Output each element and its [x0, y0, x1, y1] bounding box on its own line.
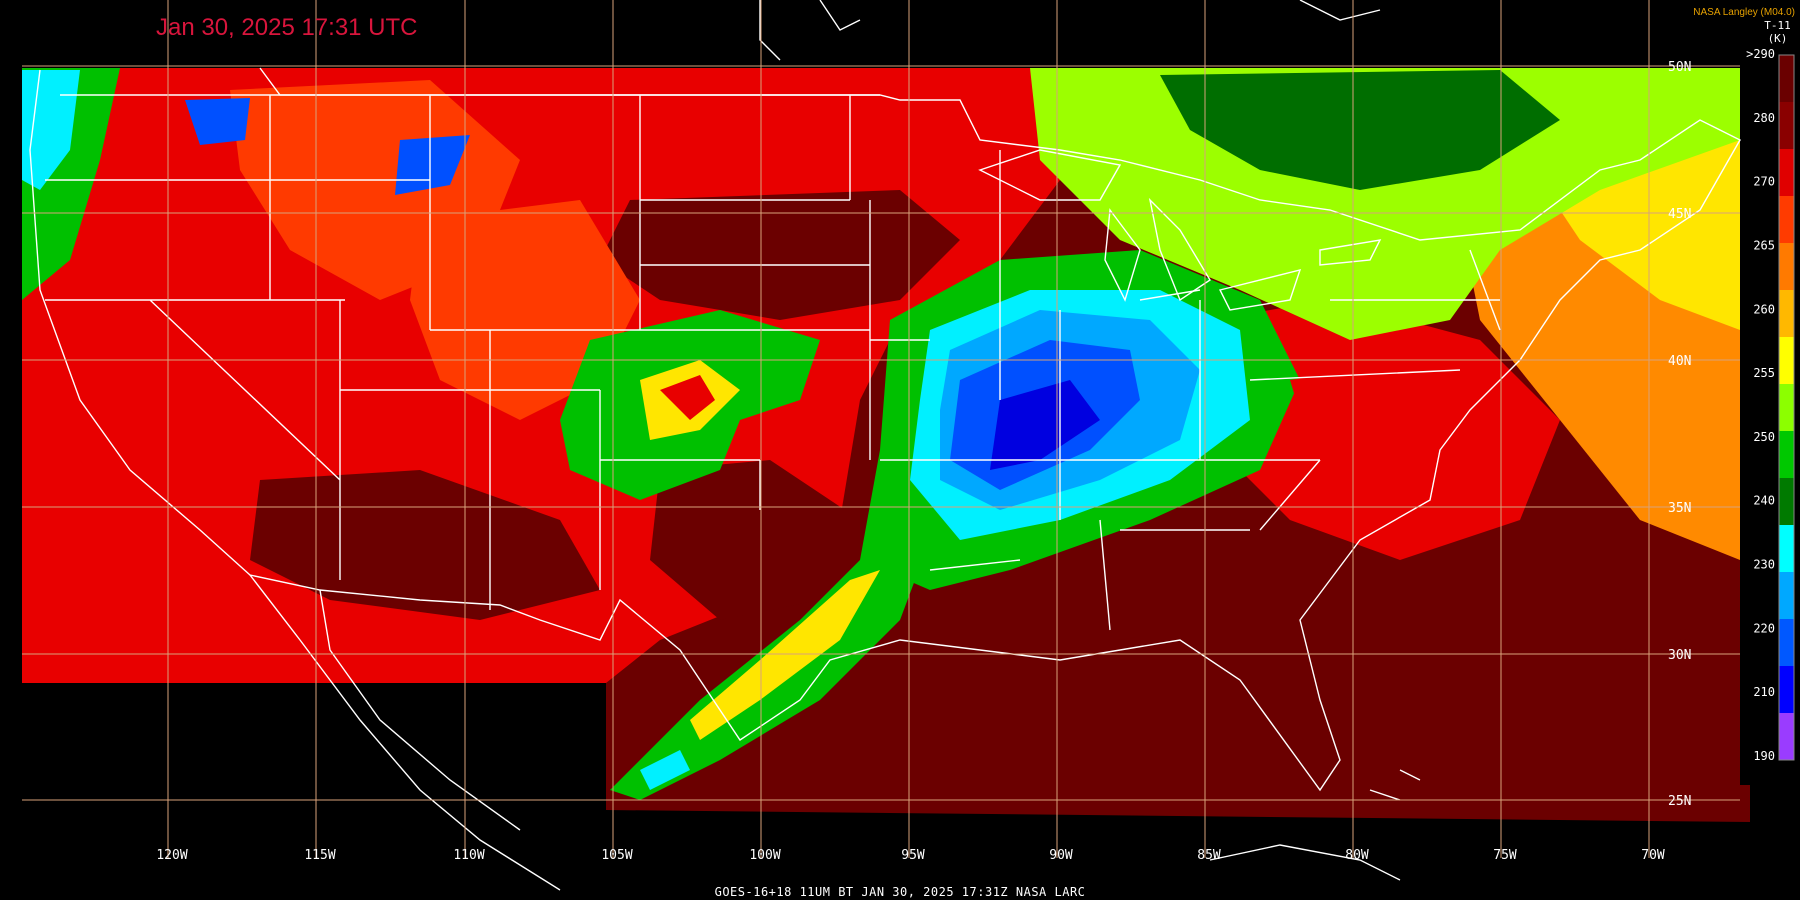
colorbar-tick-label: 260	[1753, 302, 1775, 316]
longitude-label: 100W	[749, 848, 780, 863]
colorbar-title: T-11	[1764, 19, 1791, 32]
colorbar-tick-label: 240	[1753, 494, 1775, 508]
mexico-coast	[249, 574, 561, 891]
colorbar-swatch	[1779, 196, 1794, 244]
longitude-label: 70W	[1641, 848, 1665, 863]
longitude-label: 90W	[1049, 848, 1073, 863]
longitude-labels: 120W 115W 110W 105W 100W 95W 90W 85W 80W 75W 70W	[156, 848, 1665, 863]
political-boundaries	[29, 0, 1741, 891]
lat-lon-grid	[22, 0, 1740, 858]
colorbar-swatch	[1779, 431, 1794, 479]
colorbar-swatch	[1779, 337, 1794, 385]
longitude-label: 80W	[1345, 848, 1369, 863]
canada-islands	[759, 0, 1381, 61]
deep-blue-core-central	[990, 380, 1100, 470]
footer-caption: GOES-16+18 11UM BT JAN 30, 2025 17:31Z N…	[714, 885, 1086, 899]
longitude-label: 95W	[901, 848, 925, 863]
colorbar-tick-label: >290	[1746, 47, 1775, 61]
colorbar-tick-label: 250	[1753, 430, 1775, 444]
timestamp-title: Jan 30, 2025 17:31 UTC	[156, 14, 418, 41]
colorbar-tick-label: 255	[1753, 366, 1775, 380]
longitude-label: 75W	[1493, 848, 1517, 863]
colorbar-swatch	[1779, 572, 1794, 620]
colorbar-swatch	[1779, 290, 1794, 338]
colorbar-tick-label: 270	[1753, 175, 1775, 189]
colorbar-frame	[1778, 54, 1795, 761]
latitude-label: 45N	[1668, 207, 1691, 222]
longitude-label: 105W	[601, 848, 632, 863]
dark-red-texas	[650, 460, 860, 620]
colorbar-tick-label: 230	[1753, 558, 1775, 572]
credit-label: NASA Langley (M04.0)	[1693, 7, 1795, 18]
dark-green-band-northern	[1160, 70, 1560, 190]
colorbar-tick-label: 280	[1753, 111, 1775, 125]
colorbar-tick-label: 220	[1753, 621, 1775, 635]
great-lakes	[978, 149, 1382, 311]
colorbar-swatch	[1779, 149, 1794, 197]
colorbar-swatch	[1779, 384, 1794, 432]
colorbar-tick-labels: >290 280 270 265 260 255 250 240 230 220 210 190	[1746, 47, 1775, 763]
colorbar-swatch	[1779, 102, 1794, 150]
longitude-label: 85W	[1197, 848, 1221, 863]
colorbar-swatch	[1779, 525, 1794, 573]
colorbar-swatch	[1779, 243, 1794, 291]
latitude-label: 40N	[1668, 354, 1691, 369]
colorbar-swatch	[1779, 713, 1794, 761]
longitude-label: 110W	[453, 848, 484, 863]
latitude-labels: 50N 45N 40N 35N 30N 25N	[1668, 60, 1691, 809]
blue-patch-idaho	[185, 98, 250, 145]
cyan-fleck-gulf	[640, 750, 690, 790]
longitude-label: 120W	[156, 848, 187, 863]
us-outline	[29, 67, 1741, 792]
cuba-bahamas	[1209, 769, 1421, 881]
longitude-label: 115W	[304, 848, 335, 863]
colorbar-swatch	[1779, 55, 1794, 103]
colorbar-tick-label: 190	[1753, 749, 1775, 763]
colorbar-swatch	[1779, 478, 1794, 526]
colorbar-swatch	[1779, 666, 1794, 714]
temperature-colorbar	[1778, 54, 1795, 761]
colorbar-tick-label: 265	[1753, 238, 1775, 252]
colorbar-swatch	[1779, 619, 1794, 667]
colorbar-unit: (K)	[1767, 32, 1788, 45]
red-band-atlantic	[1290, 360, 1520, 540]
colorbar-tick-label: 210	[1753, 685, 1775, 699]
latitude-label: 50N	[1668, 60, 1691, 75]
orange-swirl-core	[660, 375, 715, 420]
latitude-label: 35N	[1668, 501, 1691, 516]
latitude-label: 25N	[1668, 794, 1691, 809]
latitude-label: 30N	[1668, 648, 1691, 663]
yellow-band-gulf	[690, 570, 880, 740]
